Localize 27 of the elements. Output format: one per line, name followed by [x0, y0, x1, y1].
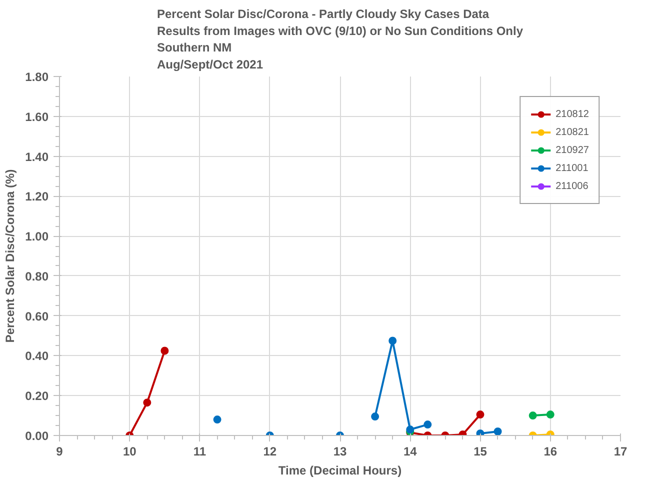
- x-tick-label: 10: [122, 444, 137, 458]
- x-tick-label: 17: [614, 444, 628, 458]
- y-tick-label: 0.80: [25, 269, 49, 284]
- x-tick-label: 14: [403, 444, 418, 458]
- y-tick-label: 1.60: [25, 110, 49, 124]
- x-tick-label: 15: [474, 444, 488, 458]
- y-tick-label: 0.40: [25, 349, 49, 364]
- y-tick-label: 1.20: [25, 190, 49, 204]
- legend-label: 210821: [556, 126, 589, 139]
- y-tick-label: 1.80: [25, 70, 49, 84]
- legend-label: 210927: [556, 144, 589, 157]
- x-tick-label: 9: [56, 444, 64, 458]
- x-tick-label: 11: [193, 444, 206, 458]
- x-tick-label: 16: [544, 444, 558, 458]
- y-tick-label: 1.00: [25, 230, 49, 244]
- x-tick-label: 13: [333, 444, 347, 458]
- x-axis-title: Time (Decimal Hours): [278, 464, 402, 478]
- chart-title: Percent Solar Disc/Corona - Partly Cloudy Sky Cases Data Results from Images with OVC (9/10) or No Sun Conditions Only Southern NM Aug/Sept/Oct 2021: [156, 7, 524, 72]
- legend-label: 210812: [556, 108, 589, 121]
- y-tick-label: 0.60: [25, 309, 49, 324]
- y-tick-label: 0.20: [25, 389, 49, 404]
- legend-label: 211001: [556, 162, 588, 175]
- y-tick-label: 1.40: [25, 150, 49, 164]
- y-axis-title: Percent Solar Disc/Corona (%): [3, 169, 18, 343]
- x-tick-label: 12: [263, 444, 277, 458]
- y-tick-label: 0.00: [25, 429, 49, 443]
- legend-label: 211006: [556, 180, 588, 193]
